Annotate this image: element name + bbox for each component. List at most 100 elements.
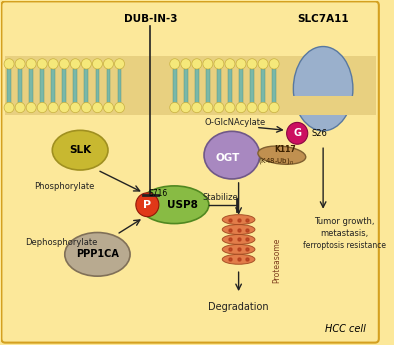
Text: Proteasome: Proteasome: [272, 238, 281, 283]
Circle shape: [71, 59, 80, 69]
Circle shape: [192, 102, 202, 113]
Bar: [272, 69, 276, 102]
Bar: [228, 69, 232, 102]
Text: OGT: OGT: [216, 153, 240, 163]
Circle shape: [269, 59, 279, 69]
Circle shape: [26, 59, 36, 69]
Text: SLK: SLK: [69, 145, 91, 155]
Circle shape: [181, 59, 191, 69]
Bar: [217, 69, 221, 102]
Bar: [117, 69, 121, 102]
Text: Tumor growth,: Tumor growth,: [314, 217, 375, 226]
Text: (K48-Ub)$_n$: (K48-Ub)$_n$: [258, 156, 294, 166]
Bar: [195, 69, 199, 102]
Circle shape: [82, 102, 91, 113]
Ellipse shape: [222, 225, 255, 235]
Circle shape: [82, 59, 91, 69]
Text: Degradation: Degradation: [208, 302, 269, 312]
Bar: [206, 69, 210, 102]
Bar: [51, 69, 55, 102]
Text: P: P: [143, 200, 151, 210]
Circle shape: [286, 122, 308, 144]
Ellipse shape: [222, 215, 255, 225]
Bar: [73, 69, 77, 102]
Circle shape: [170, 59, 180, 69]
Ellipse shape: [204, 131, 260, 179]
Text: HCC cell: HCC cell: [325, 324, 366, 334]
Bar: [184, 69, 188, 102]
Bar: [29, 69, 33, 102]
Bar: [84, 69, 88, 102]
Circle shape: [59, 59, 69, 69]
Circle shape: [15, 102, 25, 113]
Circle shape: [214, 59, 224, 69]
Circle shape: [115, 59, 125, 69]
Circle shape: [203, 102, 213, 113]
Circle shape: [214, 102, 224, 113]
Text: SLC7A11: SLC7A11: [297, 14, 349, 24]
Bar: [95, 69, 99, 102]
Bar: [62, 69, 66, 102]
Text: G: G: [293, 128, 301, 138]
Circle shape: [93, 59, 102, 69]
Circle shape: [115, 102, 125, 113]
Bar: [40, 69, 44, 102]
Circle shape: [258, 102, 268, 113]
Circle shape: [258, 59, 268, 69]
Circle shape: [236, 59, 246, 69]
Text: Dephosphorylate: Dephosphorylate: [25, 238, 97, 247]
Ellipse shape: [294, 47, 353, 131]
Circle shape: [181, 102, 191, 113]
Text: S716: S716: [148, 189, 167, 198]
Circle shape: [93, 102, 102, 113]
Circle shape: [37, 102, 47, 113]
Ellipse shape: [222, 244, 255, 254]
Circle shape: [4, 102, 14, 113]
Ellipse shape: [222, 235, 255, 244]
Ellipse shape: [140, 186, 209, 224]
Circle shape: [104, 102, 113, 113]
Circle shape: [37, 59, 47, 69]
Circle shape: [247, 59, 257, 69]
Bar: [7, 69, 11, 102]
Circle shape: [4, 59, 14, 69]
Bar: [106, 69, 110, 102]
Circle shape: [136, 193, 159, 217]
Circle shape: [104, 59, 113, 69]
Circle shape: [225, 59, 235, 69]
Ellipse shape: [258, 146, 306, 164]
Bar: [290, 96, 366, 116]
Circle shape: [225, 102, 235, 113]
Circle shape: [247, 102, 257, 113]
Text: DUB-IN-3: DUB-IN-3: [123, 14, 177, 24]
Text: ferroptosis resistance: ferroptosis resistance: [303, 241, 386, 250]
Bar: [239, 69, 243, 102]
FancyBboxPatch shape: [2, 1, 379, 343]
Circle shape: [15, 59, 25, 69]
Bar: [173, 69, 177, 102]
Text: S26: S26: [312, 129, 327, 138]
Bar: [18, 69, 22, 102]
Text: metastasis,: metastasis,: [320, 229, 368, 238]
Text: USP8: USP8: [167, 200, 197, 210]
Circle shape: [71, 102, 80, 113]
Text: Phosphorylate: Phosphorylate: [33, 183, 94, 191]
Ellipse shape: [222, 254, 255, 264]
Circle shape: [269, 102, 279, 113]
Bar: [250, 69, 254, 102]
Ellipse shape: [52, 130, 108, 170]
Circle shape: [26, 102, 36, 113]
Circle shape: [203, 59, 213, 69]
Circle shape: [170, 102, 180, 113]
Bar: [261, 69, 265, 102]
Circle shape: [48, 59, 58, 69]
Circle shape: [48, 102, 58, 113]
Text: PPP1CA: PPP1CA: [76, 249, 119, 259]
Text: O-GlcNAcylate: O-GlcNAcylate: [204, 118, 266, 127]
Text: Stabilize: Stabilize: [203, 193, 238, 202]
Circle shape: [59, 102, 69, 113]
Circle shape: [236, 102, 246, 113]
Bar: [5, 56, 376, 116]
Ellipse shape: [65, 233, 130, 276]
Circle shape: [192, 59, 202, 69]
